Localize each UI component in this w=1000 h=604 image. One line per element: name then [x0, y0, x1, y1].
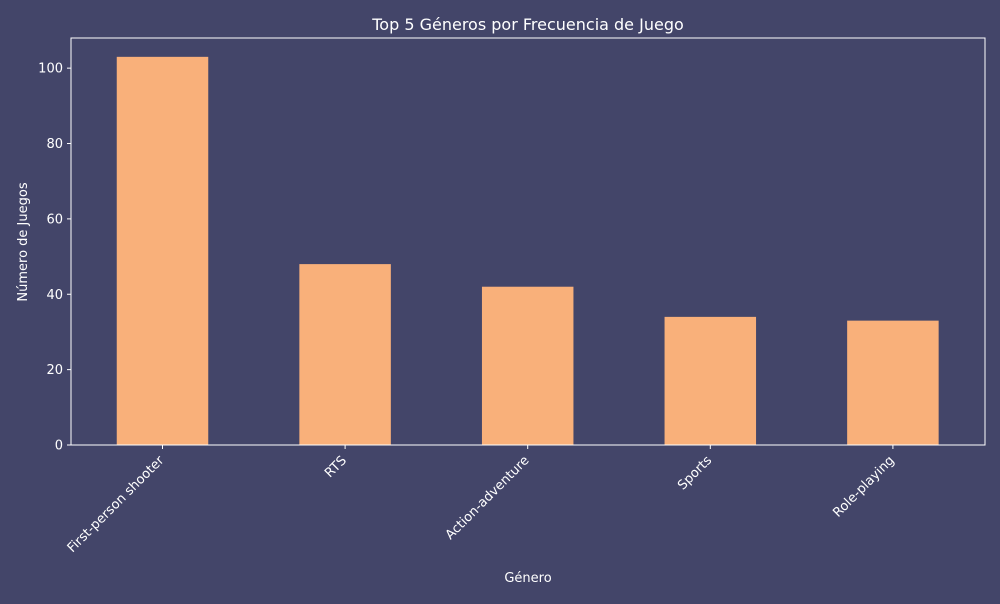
y-tick-label: 80 [46, 137, 63, 152]
x-tick-label: RTS [322, 453, 350, 481]
bar-first-person-shooter [117, 57, 209, 445]
y-axis-label: Número de Juegos [16, 182, 31, 301]
x-tick-label: Action-adventure [443, 453, 533, 543]
bar-sports [665, 317, 757, 445]
y-tick-label: 100 [38, 62, 63, 77]
x-axis-label: Género [504, 571, 551, 586]
x-tick-label: Sports [675, 453, 715, 493]
y-axis: 0 20 40 60 80 100 [38, 62, 71, 454]
bars-group [117, 57, 939, 445]
bar-action-adventure [482, 287, 574, 445]
y-tick-label: 20 [46, 363, 63, 378]
bar-role-playing [847, 321, 939, 445]
y-tick-label: 40 [46, 288, 63, 303]
y-tick-label: 60 [46, 212, 63, 227]
chart-title: Top 5 Géneros por Frecuencia de Juego [371, 15, 684, 34]
x-tick-label: First-person shooter [65, 453, 168, 556]
x-axis: First-person shooter RTS Action-adventure S… [65, 445, 898, 556]
y-tick-label: 0 [55, 439, 63, 454]
bar-rts [299, 264, 391, 445]
x-tick-label: Role-playing [830, 453, 897, 520]
